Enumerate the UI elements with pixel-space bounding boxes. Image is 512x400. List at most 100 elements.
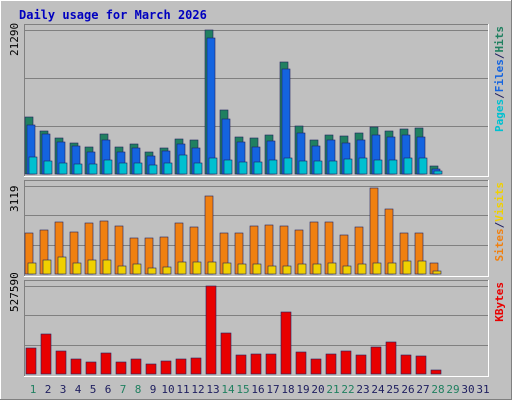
x-tick-label: 11: [176, 383, 189, 396]
bar-visits-day-23: [357, 263, 367, 275]
bar-kbytes-day-22: [340, 350, 352, 375]
panels-group: 21290Pages/Files/Hits3119Sites/Visits527…: [8, 23, 506, 377]
legend-part: Files: [493, 59, 506, 92]
bar-kbytes-day-17: [265, 353, 277, 375]
bar-kbytes-day-4: [70, 358, 82, 375]
x-tick-label: 21: [326, 383, 339, 396]
bar-pages-day-14: [223, 159, 233, 175]
bar-pages-day-5: [88, 163, 98, 175]
x-tick-label: 24: [371, 383, 385, 396]
x-tick-label: 4: [75, 383, 82, 396]
bar-visits-day-8: [132, 263, 142, 275]
bar-visits-day-6: [102, 259, 112, 275]
legend-part: /: [493, 221, 506, 228]
bar-pages-day-25: [388, 159, 398, 175]
bar-visits-day-16: [252, 263, 262, 275]
bar-kbytes-day-7: [115, 361, 127, 375]
x-tick-label: 7: [120, 383, 127, 396]
bar-visits-day-17: [267, 265, 277, 275]
x-tick-label: 23: [356, 383, 369, 396]
bar-visits-day-5: [87, 259, 97, 275]
bar-pages-day-7: [118, 162, 128, 175]
bar-visits-day-22: [342, 265, 352, 275]
kbytes-panel: 527590 KBytes: [8, 272, 506, 377]
legend-part: Visits: [493, 182, 506, 222]
bar-pages-day-28: [433, 170, 443, 175]
bar-kbytes-day-14: [220, 332, 232, 375]
x-tick-label: 31: [476, 383, 489, 396]
bar-pages-day-18: [283, 157, 293, 175]
bar-visits-day-3: [57, 256, 67, 275]
bar-kbytes-day-8: [130, 358, 142, 375]
x-tick-label: 17: [266, 383, 279, 396]
x-tick-label: 2: [45, 383, 52, 396]
bar-pages-day-2: [43, 160, 53, 175]
bar-pages-day-22: [343, 158, 353, 175]
bar-kbytes-day-24: [370, 346, 382, 375]
bar-pages-day-11: [178, 154, 188, 175]
legend-part: Pages: [493, 99, 506, 132]
bar-visits-day-28: [432, 270, 442, 275]
x-tick-label: 28: [431, 383, 444, 396]
bar-visits-day-9: [147, 267, 157, 275]
x-tick-label: 5: [90, 383, 97, 396]
bar-visits-day-7: [117, 265, 127, 275]
bar-kbytes-day-28: [430, 369, 442, 375]
bar-pages-day-21: [328, 160, 338, 175]
bar-kbytes-day-9: [145, 363, 157, 375]
bar-visits-day-27: [417, 260, 427, 275]
bar-visits-day-1: [27, 262, 37, 275]
bar-kbytes-day-20: [310, 358, 322, 375]
x-tick-label: 25: [386, 383, 399, 396]
bar-visits-day-12: [192, 261, 202, 275]
bar-kbytes-day-26: [400, 354, 412, 375]
x-tick-label: 29: [446, 383, 459, 396]
bar-pages-day-8: [133, 162, 143, 175]
bar-kbytes-day-12: [190, 357, 202, 375]
bar-pages-day-10: [163, 162, 173, 175]
bar-pages-day-27: [418, 157, 428, 175]
bar-visits-day-19: [297, 263, 307, 275]
legend: Sites/Visits: [493, 182, 506, 262]
x-axis-labels: 1 2 3 4 5 6 7 8 9 10 11 12 13 14 15 16 17 18 19 20 21 22 23 24 2…: [30, 383, 490, 396]
bar-pages-day-12: [193, 162, 203, 175]
bar-visits-day-20: [312, 263, 322, 275]
bar-visits-day-24: [372, 262, 382, 275]
legend: Pages/Files/Hits: [493, 26, 506, 132]
x-tick-label: 8: [135, 383, 142, 396]
x-tick-label: 1: [30, 383, 37, 396]
bar-pages-day-3: [58, 162, 68, 175]
legend-part: Hits: [493, 26, 506, 53]
bar-kbytes-day-3: [55, 350, 67, 375]
bar-pages-day-15: [238, 161, 248, 175]
bar-kbytes-day-27: [415, 355, 427, 375]
x-tick-label: 18: [281, 383, 294, 396]
bar-pages-day-16: [253, 161, 263, 175]
bar-pages-day-19: [298, 160, 308, 175]
x-tick-label: 26: [401, 383, 414, 396]
bar-visits-day-13: [207, 261, 217, 275]
bar-pages-day-6: [103, 159, 113, 175]
bar-pages-day-20: [313, 160, 323, 175]
legend-part: /: [493, 52, 506, 59]
bar-pages-day-26: [403, 157, 413, 175]
bar-visits-day-25: [387, 262, 397, 275]
x-tick-label: 13: [206, 383, 219, 396]
bar-kbytes-day-23: [355, 354, 367, 375]
bar-kbytes-day-13: [205, 285, 217, 375]
bar-visits-day-18: [282, 265, 292, 275]
x-tick-label: 20: [311, 383, 324, 396]
bar-kbytes-day-5: [85, 361, 97, 375]
x-tick-label: 12: [191, 383, 204, 396]
bar-kbytes-day-10: [160, 360, 172, 375]
bar-visits-day-10: [162, 266, 172, 275]
bar-pages-day-13: [208, 157, 218, 175]
x-tick-label: 19: [296, 383, 309, 396]
x-tick-label: 6: [105, 383, 112, 396]
x-tick-label: 27: [416, 383, 429, 396]
bar-pages-day-23: [358, 157, 368, 175]
x-tick-label: 14: [221, 383, 235, 396]
bar-kbytes-day-11: [175, 358, 187, 375]
x-tick-label: 10: [161, 383, 174, 396]
x-tick-label: 22: [341, 383, 354, 396]
